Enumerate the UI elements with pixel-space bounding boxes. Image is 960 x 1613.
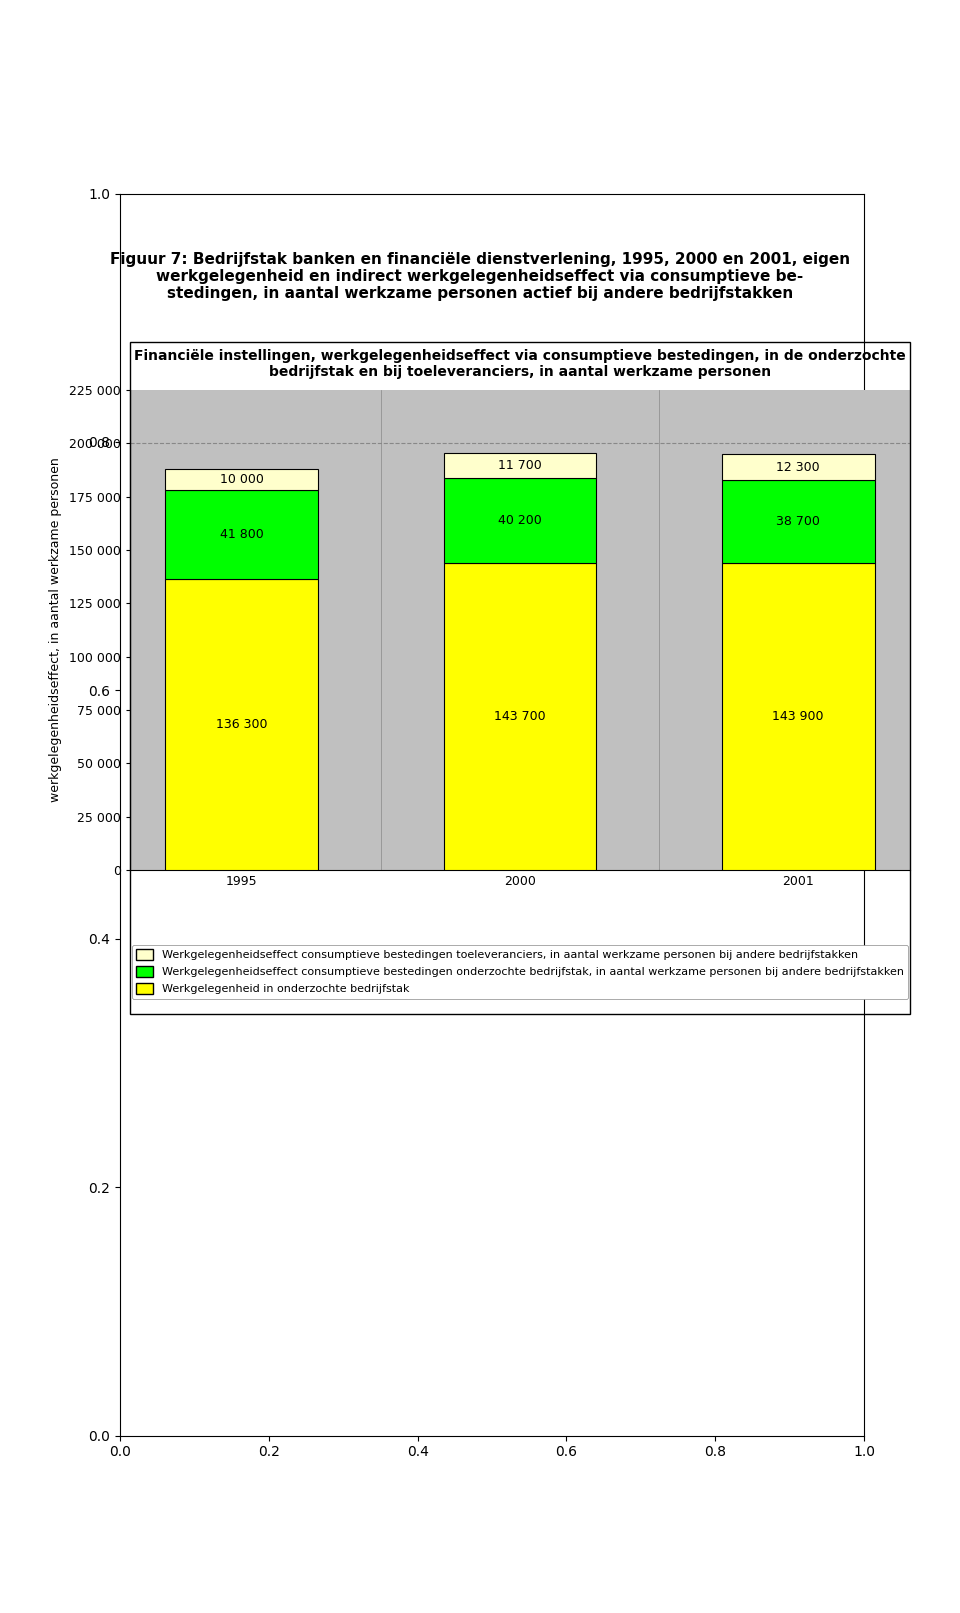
Text: 40 200: 40 200 <box>498 515 541 527</box>
Bar <box>165 490 319 579</box>
Text: 143 700: 143 700 <box>494 710 546 723</box>
Legend: Werkgelegenheidseffect consumptieve bestedingen toeleveranciers, in aantal werkz: Werkgelegenheidseffect consumptieve best… <box>132 945 908 998</box>
Bar <box>165 469 319 490</box>
Text: 136 300: 136 300 <box>216 718 268 731</box>
Bar <box>444 477 596 563</box>
Bar <box>444 563 596 869</box>
Bar <box>130 342 910 1015</box>
Text: 11 700: 11 700 <box>498 458 541 471</box>
Bar <box>722 481 875 563</box>
Y-axis label: werkgelegenheidseffect, in aantal werkzame personen: werkgelegenheidseffect, in aantal werkza… <box>49 458 62 802</box>
Title: Financiële instellingen, werkgelegenheidseffect via consumptieve bestedingen, in: Financiële instellingen, werkgelegenheid… <box>134 348 906 379</box>
Text: 10 000: 10 000 <box>220 473 264 486</box>
Text: 12 300: 12 300 <box>777 461 820 474</box>
Bar <box>165 579 319 869</box>
Text: 143 900: 143 900 <box>773 710 824 723</box>
Text: 38 700: 38 700 <box>776 515 820 527</box>
Bar <box>722 455 875 481</box>
Bar <box>722 563 875 869</box>
Bar <box>444 453 596 477</box>
Text: 41 800: 41 800 <box>220 527 264 540</box>
Text: Figuur 7: Bedrijfstak banken en financiële dienstverlening, 1995, 2000 en 2001, : Figuur 7: Bedrijfstak banken en financië… <box>110 252 850 302</box>
